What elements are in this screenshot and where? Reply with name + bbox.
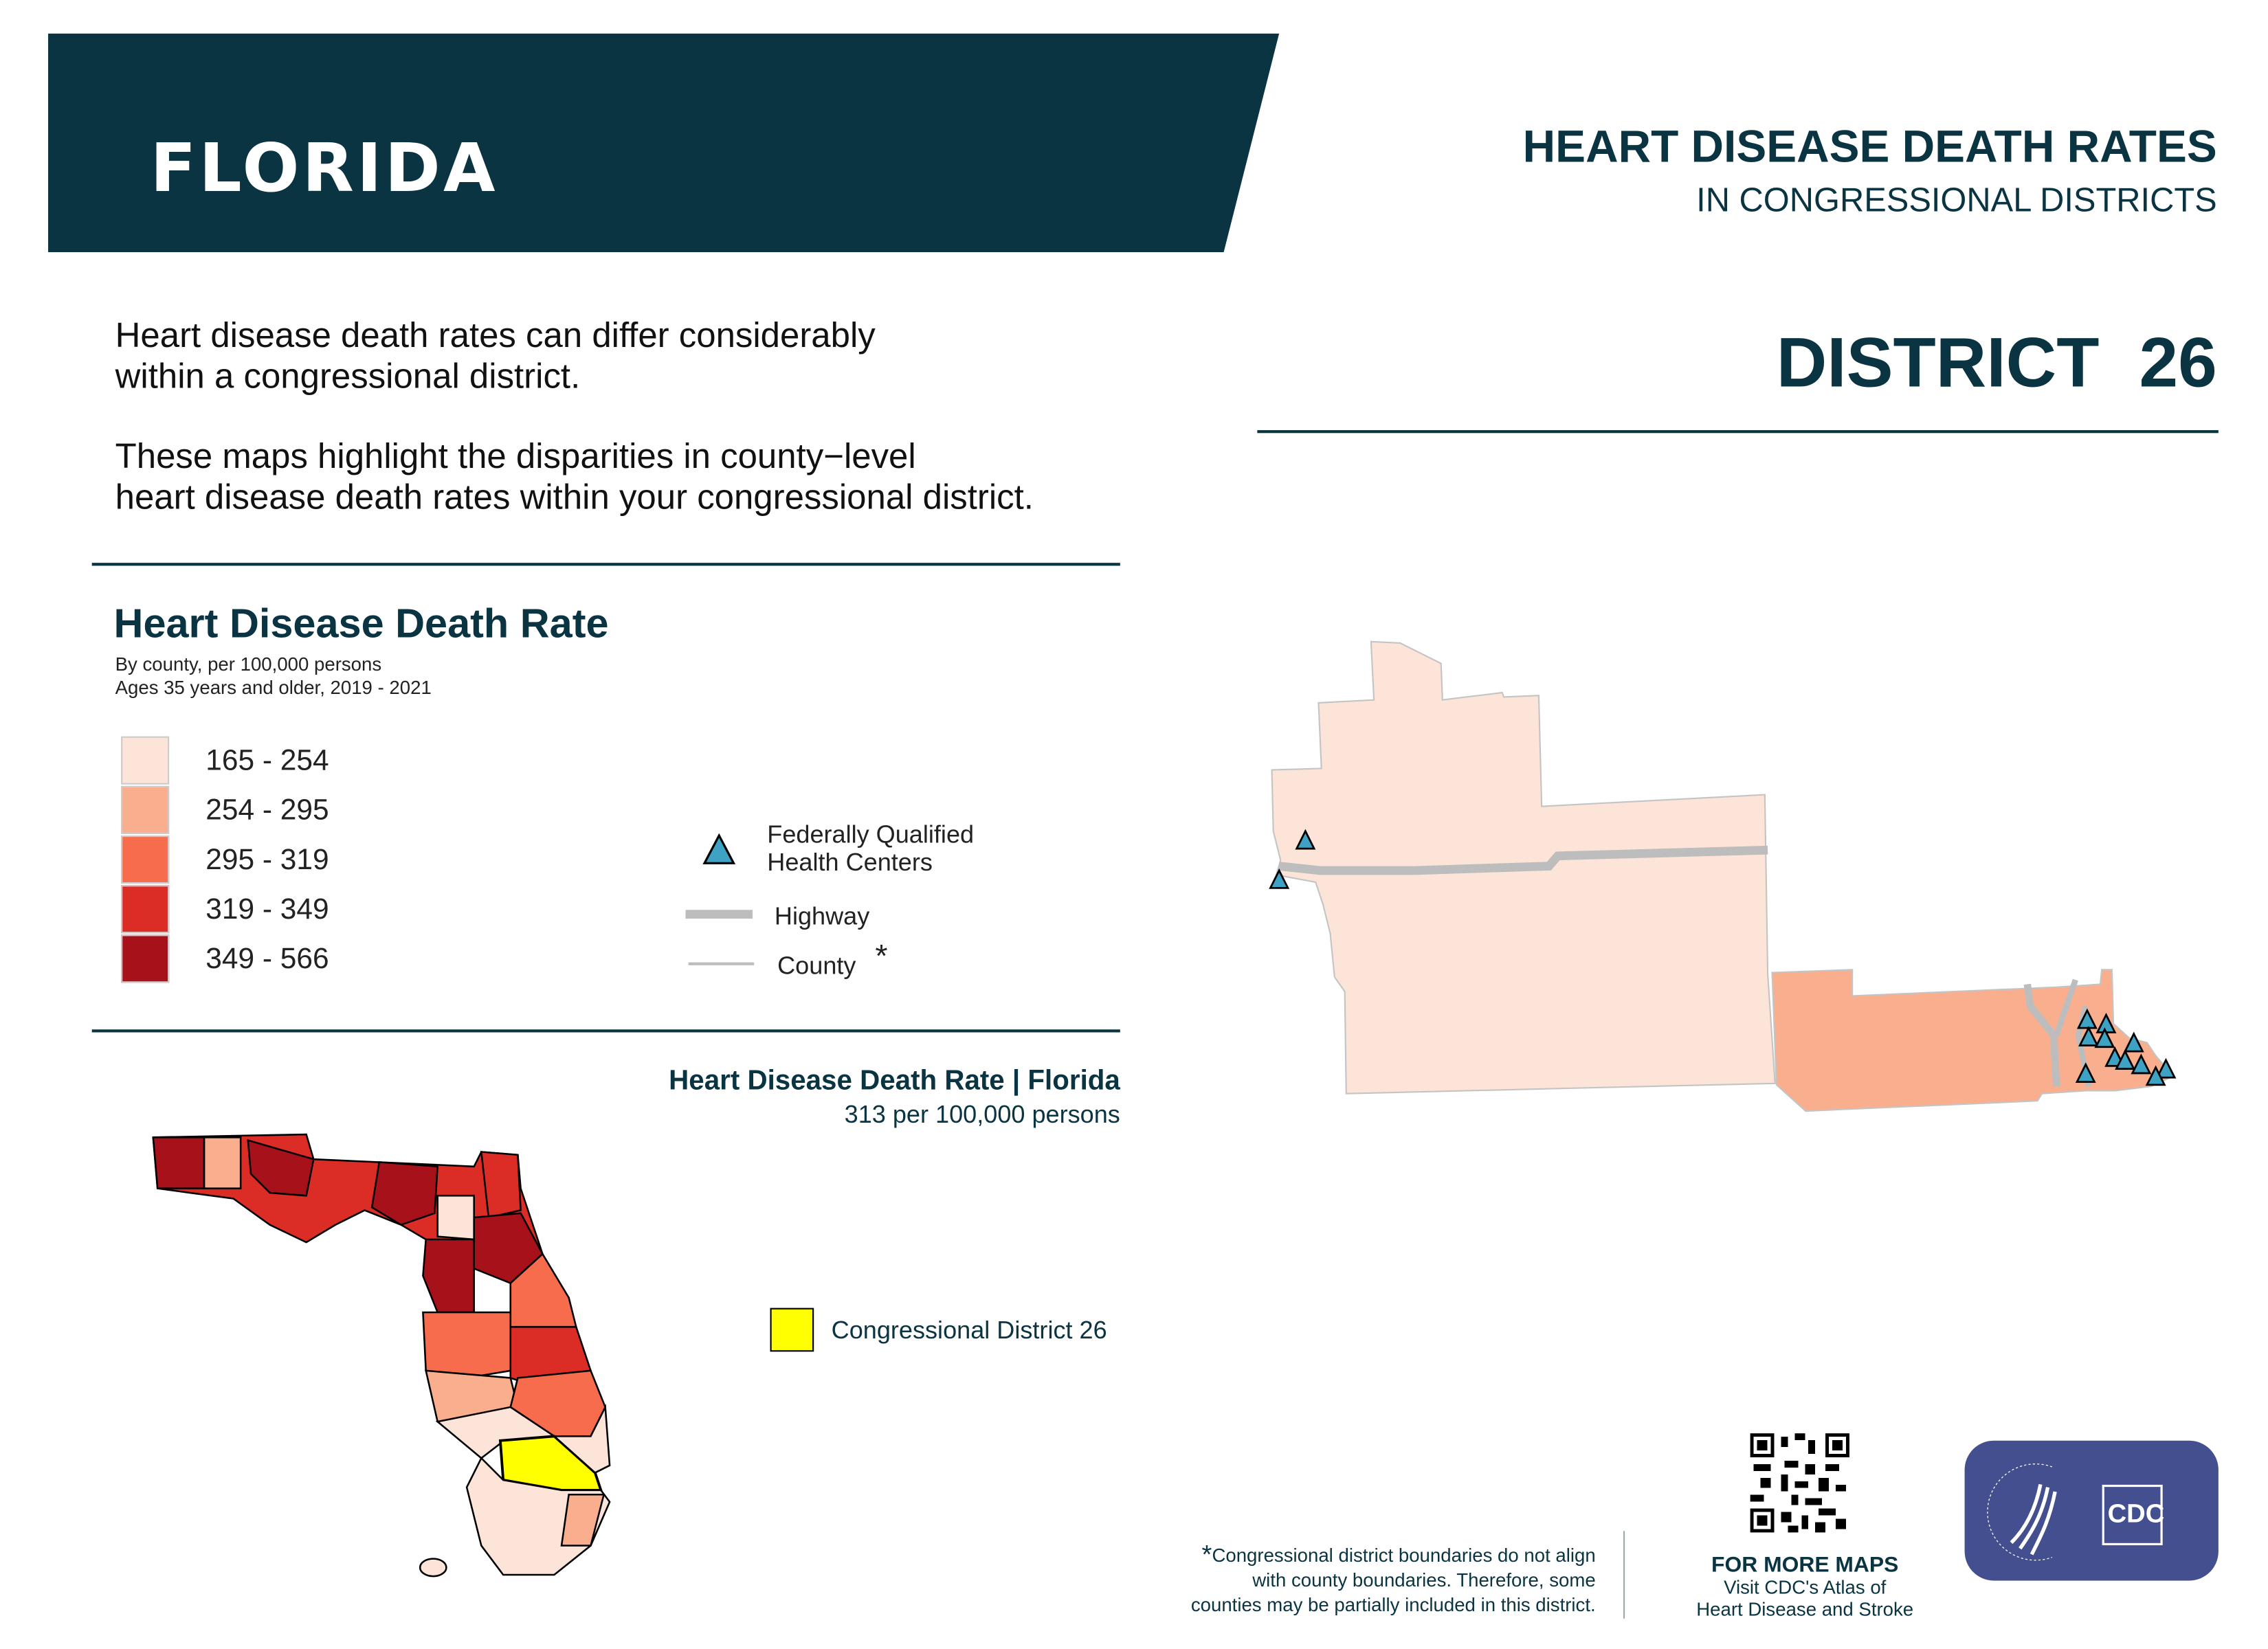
legend-label: 349 - 566 [205,943,329,976]
asterisk: * [1201,1540,1212,1569]
legend-fqhc-label: Federally Qualified Health Centers [767,821,974,877]
highway [1278,845,1768,875]
legend-swatch [121,736,170,785]
fqhc-triangle-icon [2078,1026,2099,1046]
legend-swatch [121,934,170,983]
highway [2075,1005,2092,1087]
county-region [465,1457,611,1576]
divider [91,563,1120,565]
highway [2023,983,2060,1087]
more-maps-line: Visit CDC's Atlas of [1724,1576,1887,1598]
qr-code-icon[interactable] [1750,1433,1849,1533]
district-legend-label: Congressional District 26 [831,1316,1107,1345]
legend-fqhc-line: Federally Qualified [767,820,975,849]
county-region [247,1138,315,1197]
county-region [436,1194,475,1241]
legend-swatch [121,835,170,884]
fqhc-triangle-icon [1295,829,1316,850]
fqhc-triangle-icon [702,833,736,864]
state-map-title: Heart Disease Death Rate | Florida [669,1066,1120,1097]
legend-swatch [121,885,170,934]
footnote-line: counties may be partially included in th… [1190,1593,1596,1616]
legend-subtitle: Ages 35 years and older, 2019 - 2021 [115,676,432,699]
fqhc-markers [1269,829,2177,1086]
fqhc-triangle-icon [2155,1057,2177,1079]
more-maps-link[interactable]: FOR MORE MAPS Visit CDC's Atlas of Heart… [1685,1554,1925,1619]
fqhc-triangle-icon [2095,1012,2117,1033]
intro-line: These maps highlight the disparities in … [115,437,916,477]
district-swatch [770,1308,814,1352]
footnote-line: Congressional district boundaries do not… [1212,1544,1596,1567]
header-banner [48,33,1280,253]
county-region [370,1161,439,1226]
intro-line: Heart disease death rates can differ con… [115,316,876,356]
state-title: FLORIDA [150,128,498,207]
county-region [480,1151,522,1219]
county-region [509,1325,592,1394]
legend-swatch [121,785,170,834]
legend-fqhc-line: Health Centers [767,849,933,877]
legend-title: Heart Disease Death Rate [113,601,609,647]
county-region [435,1406,557,1459]
legend-symbols [685,833,755,965]
divider [91,1029,1120,1032]
county-region [560,1493,605,1547]
intro-line: within a congressional district. [115,357,581,397]
highway [2054,978,2078,1037]
fqhc-triangle-icon [2076,1008,2098,1029]
county-region [425,1369,519,1423]
fqhc-triangle-icon [2115,1049,2136,1070]
congressional-district-26 [498,1435,603,1492]
fqhc-triangle-icon [2075,1062,2096,1084]
fqhc-triangle-icon [1269,868,1290,889]
footnote: *Congressional district boundaries do no… [1114,1540,1596,1617]
legend-label: 295 - 319 [205,844,329,877]
legend-subtitle: By county, per 100,000 persons [115,653,382,675]
fqhc-triangle-icon [2094,1027,2115,1048]
more-maps-line: Heart Disease and Stroke [1696,1597,1914,1620]
county-east [1771,969,2175,1112]
county-region [552,1404,611,1474]
keys-island [419,1558,447,1578]
asterisk: * [875,937,888,974]
legend-label: 254 - 295 [205,794,329,827]
state-rate: 313 per 100,000 persons [844,1101,1120,1129]
footnote-line: with county boundaries. Therefore, some [1252,1569,1596,1591]
hhs-cdc-logo: CDC [1964,1440,2219,1581]
county-region [152,1133,544,1285]
county-region [422,1311,512,1379]
intro-paragraph-1: Heart disease death rates can differ con… [115,317,1166,399]
legend-highway-label: Highway [774,902,870,930]
fqhc-triangle-icon [2104,1046,2126,1067]
intro-paragraph-2: These maps highlight the disparities in … [115,438,1166,519]
report-subtitle: IN CONGRESSIONAL DISTRICTS [1696,181,2217,219]
fqhc-triangle-icon [2123,1031,2144,1053]
county-region [203,1136,242,1189]
legend-label: 165 - 254 [205,745,329,778]
county-region [473,1212,544,1285]
hhs-eagle-icon: CDC [1987,1463,2165,1561]
legend-label: 319 - 349 [205,893,329,926]
legend-county-label: County [777,952,856,980]
county-region [509,1369,607,1437]
footer-divider [1623,1531,1625,1619]
more-maps-title: FOR MORE MAPS [1711,1553,1899,1578]
county-region [422,1238,475,1314]
county-region [152,1136,205,1189]
cdc-logo-text: CDC [2108,1499,2165,1529]
report-title: HEART DISEASE DEATH RATES [1522,121,2217,172]
county-west [1271,640,1776,1095]
fqhc-triangle-icon [2131,1053,2152,1075]
fqhc-triangle-icon [2145,1065,2166,1086]
divider [1257,430,2219,433]
county-region [509,1253,577,1336]
intro-line: heart disease death rates within your co… [115,478,1034,518]
district-title: DISTRICT 26 [1776,325,2217,403]
